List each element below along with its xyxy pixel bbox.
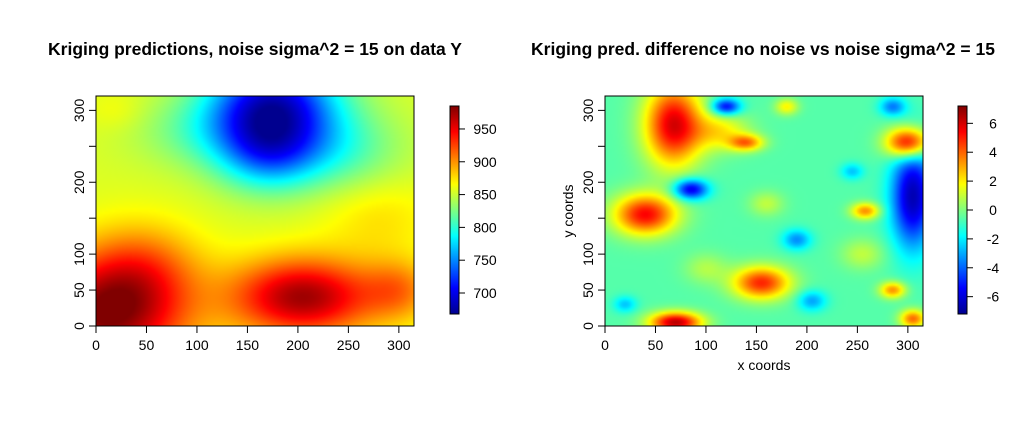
right-colorbar-tick-label: 0 (989, 202, 997, 218)
left-x-tick-label: 200 (286, 337, 310, 353)
left-y-tick-label: 100 (71, 242, 87, 266)
right-colorbar (958, 106, 967, 314)
right-x-axis: 0 50 100 150 200 250 300 (601, 325, 920, 353)
right-x-tick-label: 300 (896, 337, 920, 353)
left-x-tick-label: 300 (387, 337, 411, 353)
right-colorbar-tick-label: -2 (987, 231, 1000, 247)
right-colorbar-tick-label: -6 (987, 289, 1000, 305)
right-colorbar-axis: -6 -4 -2 0 2 4 6 (957, 105, 1000, 315)
left-colorbar-tick-label: 800 (473, 219, 497, 235)
left-colorbar-tick-label: 900 (473, 154, 497, 170)
right-colorbar-tick-label: 4 (989, 144, 997, 160)
left-colorbar-axis: 700 750 800 850 900 950 (449, 105, 497, 315)
left-colorbar-tick-label: 850 (473, 187, 497, 203)
left-colorbar-tick-label: 700 (473, 285, 497, 301)
left-colorbar-tick-label: 950 (473, 121, 497, 137)
left-y-tick-label: 200 (71, 170, 87, 194)
right-colorbar-tick-label: -4 (987, 260, 1000, 276)
right-y-axis-label: y coords (560, 185, 576, 238)
left-x-tick-label: 250 (337, 337, 361, 353)
right-y-tick-label: 50 (580, 282, 596, 298)
left-y-tick-label: 50 (71, 282, 87, 298)
right-x-tick-label: 150 (745, 337, 769, 353)
left-x-tick-label: 0 (92, 337, 100, 353)
left-chart-title: Kriging predictions, noise sigma^2 = 15 … (48, 39, 462, 59)
left-colorbar-tick-label: 750 (473, 252, 497, 268)
right-y-tick-label: 300 (580, 98, 596, 122)
right-y-tick-label: 200 (580, 170, 596, 194)
right-x-tick-label: 100 (694, 337, 718, 353)
left-x-tick-label: 150 (236, 337, 260, 353)
left-y-tick-label: 0 (71, 322, 87, 330)
left-x-tick-label: 100 (185, 337, 209, 353)
left-x-axis: 0 50 100 150 200 250 300 (92, 325, 411, 353)
right-x-axis-label: x coords (738, 357, 791, 373)
left-colorbar-frame (449, 105, 460, 315)
right-y-tick-label: 0 (580, 322, 596, 330)
right-y-axis: 0 50 100 200 300 (580, 98, 606, 330)
left-heatmap (96, 96, 414, 326)
right-heatmap (605, 96, 923, 326)
right-x-tick-label: 0 (601, 337, 609, 353)
right-y-tick-label: 100 (580, 242, 596, 266)
left-x-tick-label: 50 (139, 337, 155, 353)
right-x-tick-label: 200 (795, 337, 819, 353)
right-chart-title: Kriging pred. difference no noise vs noi… (531, 39, 995, 59)
left-colorbar (450, 106, 459, 314)
right-colorbar-tick-label: 6 (989, 115, 997, 131)
right-colorbar-tick-label: 2 (989, 173, 997, 189)
left-y-axis: 0 50 100 200 300 (71, 98, 97, 330)
left-y-tick-label: 300 (71, 98, 87, 122)
right-x-tick-label: 50 (648, 337, 664, 353)
right-x-tick-label: 250 (846, 337, 870, 353)
